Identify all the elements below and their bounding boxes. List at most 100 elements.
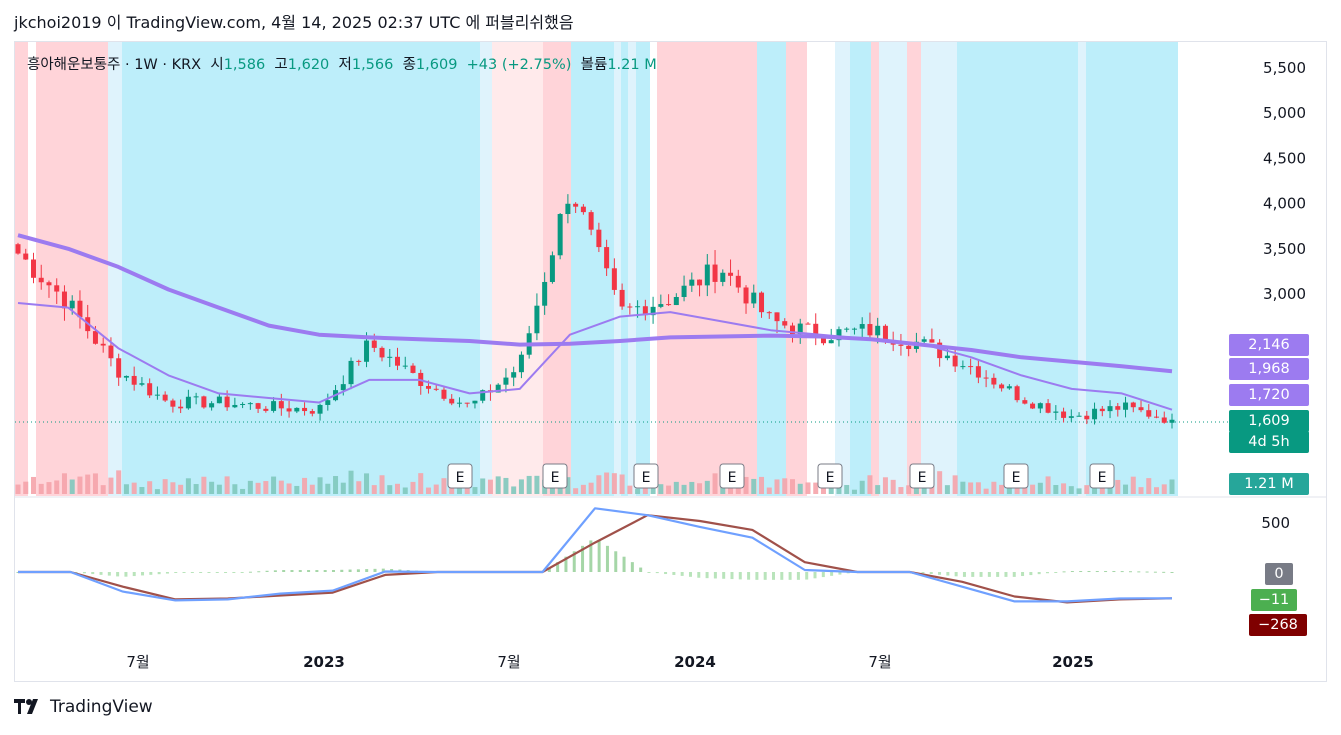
volume-bar [766,487,772,494]
volume-bar [596,475,602,494]
earnings-marker-label: E [551,470,560,486]
volume-bar [464,484,470,494]
macd-histogram-bar [664,572,668,575]
volume-bar [85,474,91,494]
background-band [122,42,480,496]
volume-bar [1068,486,1074,494]
y-axis-tick-label: 5,000 [1263,104,1306,122]
x-axis-tick-label: 7월 [126,653,149,671]
earnings-marker [1089,463,1115,489]
candle-body [302,407,308,412]
countdown-tag: 4d 5h [1229,431,1309,453]
footer-brand[interactable]: TradingView [14,697,153,717]
candle-body [921,339,927,342]
candle-body [255,403,261,409]
ma-mid-price-tag: 1,968 [1229,358,1309,380]
candle-body [170,400,176,407]
candle-body [720,272,726,282]
earnings-marker [447,463,473,489]
macd-histogram-bar [929,572,933,575]
macd-histogram-bar [224,572,228,573]
candle-body [209,403,215,408]
symbol-label[interactable]: 흥아해운보통주 · 1W · KRX [27,57,202,73]
volume-bar [828,488,834,494]
candle-body [1084,415,1090,420]
macd-histogram-bar [1054,572,1058,573]
candle-body [766,312,772,314]
low-value: 1,566 [351,57,394,73]
candle-body [77,300,83,318]
macd-histogram-bar [647,572,651,573]
chart-legend: 흥아해운보통주 · 1W · KRX 시1,586 고1,620 저1,566 … [27,53,657,74]
candle-body [325,400,331,405]
candle-body [999,384,1005,389]
earnings-marker-label: E [1098,470,1107,486]
candle-body [929,339,935,343]
macd-histogram-bar [1120,571,1124,573]
macd-histogram-bar [323,570,327,572]
macd-histogram-bar [713,572,717,579]
macd-histogram-bar [1137,571,1141,573]
volume-bar [580,484,586,494]
volume-bar [952,475,958,494]
volume-bar [704,480,710,494]
macd-histogram-bar [605,545,609,572]
volume-bar [46,482,52,494]
volume-bar [441,478,447,494]
background-band [957,42,1078,496]
volume-bar [1169,479,1175,494]
macd-histogram-bar [207,572,211,573]
volume-bar [15,484,21,494]
volume-bar [216,484,222,494]
macd-histogram-bar [830,572,834,576]
candle-body [464,402,470,404]
volume-bar [619,474,625,494]
volume-bar [1130,476,1136,494]
volume-bar [929,485,935,494]
volume-bar [433,484,439,494]
macd-histogram-bar [1029,572,1033,576]
macd-histogram-bar [1021,572,1025,577]
candle-body [472,400,478,404]
candle-body [364,340,370,362]
volume-bar [201,476,207,494]
candle-body [635,306,641,308]
earnings-marker [817,463,843,489]
background-band [628,42,636,496]
volume-bar [247,480,253,494]
macd-histogram-bar [979,572,983,577]
x-axis-tick-label: 2024 [674,653,716,671]
ma-long-line [17,233,1173,374]
candle-body [271,401,277,411]
macd-histogram-bar [987,572,991,577]
footer-brand-label: TradingView [50,697,153,717]
volume-bar [759,476,765,494]
candle-body [580,206,586,213]
earnings-marker-label: E [826,470,835,486]
macd-histogram-bar [1012,572,1016,577]
volume-bar [797,483,803,494]
volume-bar [588,482,594,494]
volume-bar [23,481,29,494]
volume-bar [851,489,857,494]
candle-body [906,345,912,349]
macd-histogram-bar [1095,571,1099,573]
ma-short-price-tag: 1,720 [1229,384,1309,406]
volume-bar [712,473,718,494]
candle-body [1037,403,1043,409]
candle-body [712,264,718,282]
candle-body [557,214,563,256]
candle-body [1107,406,1113,412]
macd-histogram-bar [365,569,369,572]
candle-body [224,396,230,408]
x-axis-tick-label: 2023 [303,653,345,671]
macd-histogram-bar [1153,571,1157,573]
candle-body [108,345,114,359]
macd-histogram-bar [381,568,385,572]
volume-bar [100,485,106,494]
volume-bar [69,479,75,494]
low-label: 저 [338,57,352,73]
macd-histogram-bar [124,572,128,577]
macd-histogram-bar [971,572,975,577]
